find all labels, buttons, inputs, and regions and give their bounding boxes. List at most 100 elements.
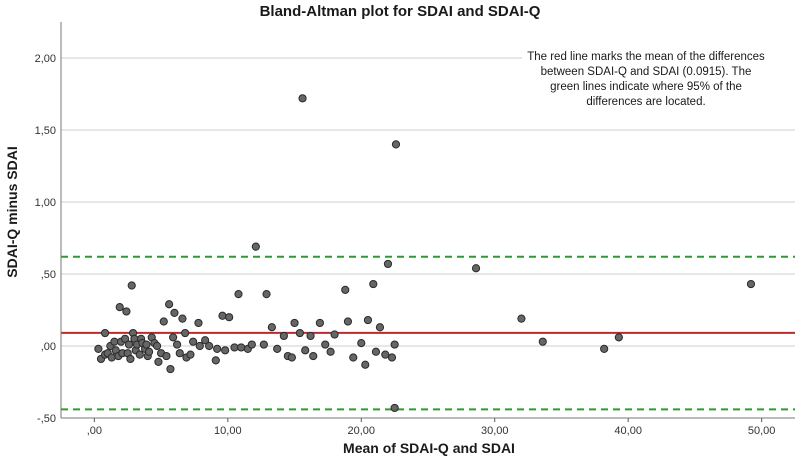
scatter-point [306, 331, 315, 341]
scatter-point [124, 340, 134, 349]
scatter-point [194, 318, 203, 328]
scatter-point [390, 403, 399, 413]
x-tick-label: 40,00 [614, 425, 642, 437]
scatter-point [746, 279, 756, 289]
scatter-point [218, 311, 227, 320]
scatter-point [213, 344, 222, 353]
x-axis-label: Mean of SDAI-Q and SDAI [343, 440, 515, 456]
scatter-point [298, 94, 307, 103]
scatter-point [135, 350, 144, 359]
scatter-point [295, 328, 304, 338]
scatter-point [387, 353, 397, 362]
scatter-point [375, 323, 385, 332]
chart-title: Bland-Altman plot for SDAI and SDAI-Q [259, 3, 541, 20]
data-points [94, 94, 756, 413]
chart-annotation: The red line marks the mean of the diffe… [526, 50, 766, 110]
scatter-point [120, 334, 130, 343]
scatter-point [127, 281, 136, 290]
scatter-point [471, 264, 481, 273]
scatter-point [230, 343, 239, 352]
y-tick-label: -,50 [37, 413, 56, 425]
plot-frame [60, 22, 795, 422]
x-tick-label: ,00 [87, 425, 102, 437]
scatter-point [251, 242, 260, 251]
scatter-point [301, 346, 310, 355]
scatter-point [267, 323, 276, 332]
y-tick-label: ,00 [41, 341, 56, 353]
scatter-point [326, 347, 335, 356]
scatter-point [234, 290, 243, 299]
scatter-point [169, 333, 178, 342]
y-tick-label: 2,00 [35, 53, 56, 65]
scatter-point [189, 337, 198, 346]
scatter-point [110, 337, 119, 346]
scatter-point [349, 353, 358, 362]
scatter-point [144, 347, 154, 356]
x-tick-label: 30,00 [481, 425, 509, 437]
scatter-point [381, 350, 390, 359]
scatter-point [290, 318, 299, 328]
scatter-point [170, 308, 179, 317]
scatter-point [321, 340, 330, 349]
scatter-point [107, 353, 116, 362]
scatter-point [363, 315, 373, 325]
scatter-point [330, 330, 339, 339]
scatter-point [126, 354, 135, 364]
scatter-point [122, 307, 131, 316]
scatter-point [201, 336, 210, 345]
scatter-point [383, 259, 393, 269]
scatter-point [225, 313, 234, 322]
scatter-point [159, 317, 168, 326]
scatter-point [100, 328, 110, 338]
scatter-point [279, 331, 288, 341]
x-tick-label: 10,00 [214, 425, 242, 437]
scatter-point [221, 346, 230, 355]
scatter-point [237, 343, 246, 352]
y-tick-label: 1,00 [35, 197, 56, 209]
scatter-point [614, 333, 623, 342]
scatter-point [262, 290, 271, 299]
scatter-point [357, 339, 366, 348]
scatter-point [309, 351, 318, 361]
scatter-point [287, 353, 296, 362]
y-axis-label: SDAI-Q minus SDAI [4, 146, 20, 277]
scatter-point [391, 140, 401, 149]
scatter-point [273, 344, 282, 353]
scatter-point [361, 360, 370, 369]
reference-lines [61, 255, 795, 411]
scatter-point [390, 340, 399, 349]
scatter-point [315, 318, 325, 328]
scatter-point [94, 344, 103, 353]
x-tick-label: 20,00 [348, 425, 376, 437]
scatter-point [186, 350, 195, 359]
scatter-point [517, 314, 526, 323]
scatter-point [142, 340, 151, 349]
scatter-point [259, 340, 268, 349]
scatter-point [247, 340, 256, 349]
scatter-point [205, 341, 214, 351]
scatter-point [538, 337, 547, 346]
x-tick-label: 50,00 [748, 425, 776, 437]
scatter-point [343, 317, 353, 326]
y-tick-label: 1,50 [35, 125, 56, 137]
scatter-point [164, 300, 174, 309]
scatter-point [600, 344, 609, 353]
scatter-point [181, 328, 190, 338]
scatter-point [178, 314, 187, 323]
scatter-point [173, 340, 182, 349]
scatter-point [211, 356, 220, 365]
tick-labels: -,50 ,00 ,50 1,00 1,50 2,00 ,00 10,00 20,00 30,00… [35, 53, 776, 437]
y-tick-label: ,50 [41, 269, 56, 281]
scatter-point [341, 285, 350, 294]
scatter-point [162, 351, 171, 361]
scatter-point [175, 349, 184, 358]
scatter-point [154, 357, 163, 366]
scatter-point [152, 341, 162, 351]
scatter-point [115, 303, 124, 312]
scatter-point [371, 347, 381, 356]
scatter-point [195, 341, 204, 351]
scatter-point [166, 364, 175, 374]
scatter-point [369, 279, 378, 289]
grid-lines [61, 57, 795, 419]
